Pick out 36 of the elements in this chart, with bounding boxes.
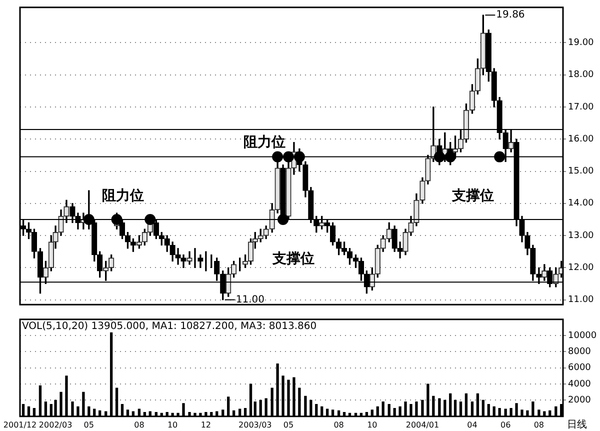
- x-tick-label: 08: [134, 420, 144, 430]
- x-tick-label: 10: [167, 420, 178, 430]
- x-tick-label: 2002/03: [38, 420, 72, 430]
- y-tick-label: 2000: [568, 396, 592, 406]
- x-tick-label: 12: [200, 420, 212, 430]
- annotation: 支撑位: [450, 188, 494, 204]
- x-tick-label: 04: [467, 420, 478, 430]
- x-tick-label: 06: [500, 420, 511, 430]
- y-tick-label: 12.00: [568, 262, 594, 273]
- x-tick-label: 08: [334, 420, 344, 430]
- y-tick-label: 19.00: [568, 38, 594, 48]
- y-tick-label: 6000: [568, 363, 592, 374]
- annotation: 阻力位: [243, 134, 286, 151]
- x-tick-label: 05: [84, 420, 94, 430]
- x-tick-label: 05: [283, 420, 294, 430]
- y-tick-label: 15.00: [568, 166, 594, 177]
- annotation: VOL(5,10,20) 13905.000, MA1: 10827.200, MA3: 8013.860: [22, 320, 317, 332]
- y-tick-label: 4000: [568, 379, 592, 390]
- y-tick-label: 13.00: [568, 230, 594, 241]
- y-tick-label: 8000: [568, 347, 592, 358]
- y-tick-label: 17.00: [568, 102, 594, 112]
- y-tick-label: 14.00: [568, 198, 594, 209]
- x-tick-label: 2003/03: [238, 420, 272, 430]
- annotation: 11.00: [236, 294, 265, 306]
- annotation: 19.86: [496, 10, 525, 21]
- y-tick-label: 18.00: [568, 70, 594, 80]
- x-tick-label: 10: [367, 420, 378, 430]
- x-tick-label: 2001/12: [3, 420, 37, 430]
- x-tick-label: 08: [534, 420, 544, 430]
- y-tick-label: 10000: [568, 330, 597, 341]
- y-tick-label: 11.00: [568, 295, 594, 306]
- annotation: 阻力位: [102, 188, 144, 204]
- annotation: 支撑位: [272, 250, 315, 267]
- x-tick-label: 2004/01: [406, 420, 440, 430]
- text: 日线: [567, 418, 587, 430]
- y-tick-label: 16.00: [568, 134, 594, 144]
